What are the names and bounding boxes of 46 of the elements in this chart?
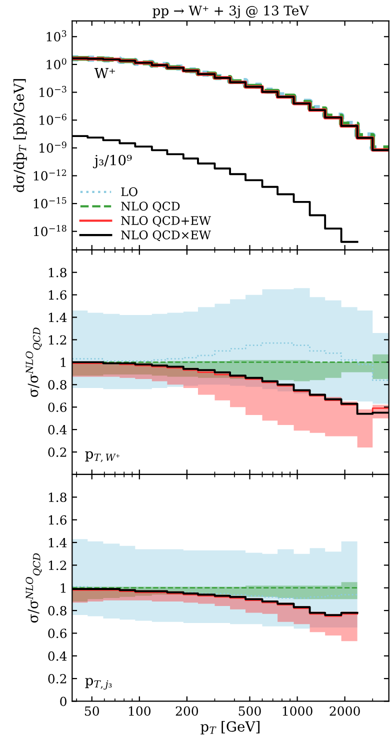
- y-axis-title: σ/σ$^{NLO}$$_{QCD}$: [26, 328, 42, 397]
- legend-label: NLO QCD×EW: [121, 230, 211, 242]
- y-tick-label: 1.6: [48, 515, 66, 525]
- annotation: p$_{T,W⁺}$: [85, 451, 120, 462]
- y-axis-title: σ/σ$^{NLO}$$_{QCD}$: [26, 553, 42, 623]
- y-tick-label: 10$^{−3}$: [40, 86, 66, 98]
- annotation: W⁺: [94, 68, 115, 78]
- legend-label: LO: [121, 187, 138, 196]
- y-tick-label: 10$^{−18}$: [34, 224, 66, 236]
- x-tick-label: 50: [84, 706, 99, 716]
- y-tick-label: 0.8: [48, 380, 66, 390]
- annotation: p$_{T,j₃}$: [85, 678, 112, 690]
- y-tick-label: 0.6: [48, 402, 66, 412]
- y-tick-label: 1.4: [48, 538, 67, 548]
- y-tick-label: 10$^{−15}$: [34, 197, 66, 208]
- y-axis-title: dσ/dp$_{T}$ [pb/GeV]: [13, 79, 27, 192]
- y-tick-label: 10$^{−9}$: [40, 142, 66, 153]
- y-tick-label: 0.4: [48, 425, 67, 434]
- chart-title: pp → W⁺ + 3j @ 13 TeV: [152, 6, 309, 18]
- x-tick-label: 500: [238, 706, 261, 716]
- x-axis-title: p$_{T}$ [GeV]: [200, 720, 260, 734]
- y-tick-label: 0: [60, 696, 66, 706]
- x-tick-label: 1000: [282, 706, 312, 716]
- y-tick-label: 1.2: [48, 335, 66, 345]
- y-tick-label: 10$^{3}$: [46, 30, 66, 42]
- y-tick-label: 10$^{−12}$: [34, 169, 66, 181]
- y-tick-label: 0.2: [48, 447, 66, 457]
- y-tick-label: 1.4: [48, 312, 67, 322]
- y-tick-label: 1: [60, 583, 66, 593]
- y-tick-label: 1.8: [48, 492, 66, 502]
- y-tick-label: 1.6: [48, 290, 66, 300]
- y-tick-label: 1.2: [48, 560, 66, 570]
- y-tick-label: 1.8: [48, 268, 66, 278]
- x-tick-label: 100: [129, 706, 151, 716]
- y-tick-label: 0.6: [48, 628, 66, 638]
- annotation: j₃/10⁹: [92, 154, 132, 168]
- x-tick-label: 2000: [330, 706, 360, 716]
- y-tick-label: 10$^{0}$: [46, 58, 66, 70]
- y-tick-label: 0.8: [48, 606, 66, 616]
- y-tick-label: 0.4: [48, 651, 67, 661]
- legend-label: NLO QCD: [121, 202, 180, 212]
- y-tick-label: 0.2: [48, 674, 66, 684]
- x-tick-label: 200: [176, 706, 198, 716]
- y-tick-label: 1: [60, 358, 66, 367]
- y-tick-label: 10$^{−6}$: [40, 114, 66, 125]
- legend-label: NLO QCD+EW: [121, 216, 211, 227]
